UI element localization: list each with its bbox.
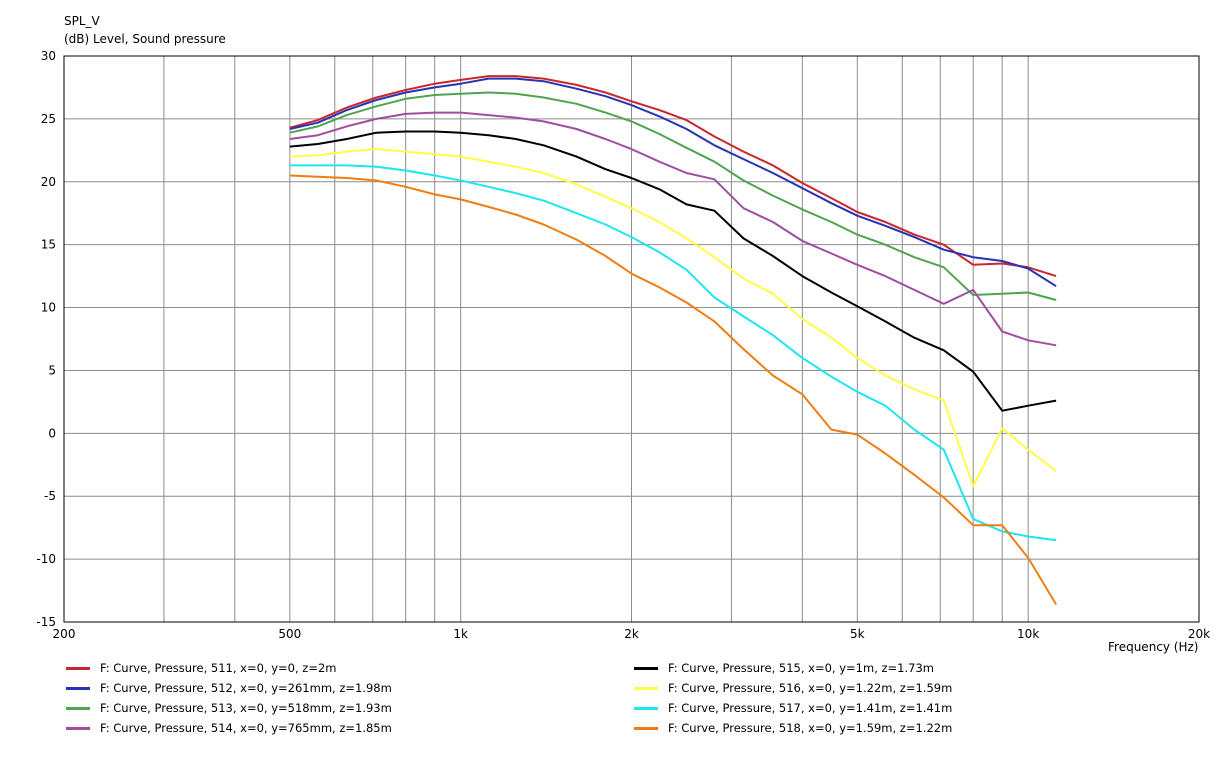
legend-item: F: Curve, Pressure, 513, x=0, y=518mm, z…: [66, 698, 392, 718]
x-axis-label: Frequency (Hz): [1108, 640, 1199, 654]
legend-item: F: Curve, Pressure, 517, x=0, y=1.41m, z…: [634, 698, 952, 718]
series-line-6: [289, 148, 1057, 488]
legend-item: F: Curve, Pressure, 515, x=0, y=1m, z=1.…: [634, 658, 952, 678]
legend-swatch: [66, 726, 90, 730]
legend-label: F: Curve, Pressure, 517, x=0, y=1.41m, z…: [668, 701, 953, 715]
legend-item: F: Curve, Pressure, 514, x=0, y=765mm, z…: [66, 718, 392, 738]
series-line-5: [289, 130, 1057, 412]
legend-item: F: Curve, Pressure, 516, x=0, y=1.22m, z…: [634, 678, 952, 698]
y-tick-label: 25: [41, 112, 56, 126]
legend-swatch: [66, 666, 90, 670]
legend-item: F: Curve, Pressure, 518, x=0, y=1.59m, z…: [634, 718, 952, 738]
x-tick-label: 20k: [1188, 627, 1210, 641]
series-line-1: [289, 75, 1057, 278]
y-tick-labels: 30 25 20 15 10 5 0 -5 -10 -15: [36, 49, 56, 629]
legend-label: F: Curve, Pressure, 516, x=0, y=1.22m, z…: [668, 681, 953, 695]
chart-title: SPL_V: [64, 14, 100, 28]
x-tick-label: 1k: [453, 627, 468, 641]
x-tick-label: 2k: [624, 627, 639, 641]
y-axis-label: (dB) Level, Sound pressure: [64, 32, 226, 46]
legend-label: F: Curve, Pressure, 513, x=0, y=518mm, z…: [100, 701, 392, 715]
y-tick-label: 15: [41, 238, 56, 252]
legend-item: F: Curve, Pressure, 512, x=0, y=261mm, z…: [66, 678, 392, 698]
x-tick-label: 5k: [850, 627, 865, 641]
y-tick-label: -15: [36, 615, 56, 629]
y-tick-label: -5: [44, 489, 56, 503]
legend-item: F: Curve, Pressure, 511, x=0, y=0, z=2m: [66, 658, 392, 678]
legend-swatch: [634, 726, 658, 730]
series-line-3: [289, 91, 1057, 301]
x-tick-label: 200: [53, 627, 76, 641]
y-tick-label: 10: [41, 301, 56, 315]
y-tick-label: 5: [48, 363, 56, 377]
legend-swatch: [634, 666, 658, 670]
x-tick-labels: 200 500 1k 2k 5k 10k 20k: [53, 627, 1211, 641]
series-line-7: [289, 164, 1057, 542]
series-line-4: [289, 111, 1057, 347]
y-tick-label: 30: [41, 49, 56, 63]
y-tick-label: 0: [48, 426, 56, 440]
legend-label: F: Curve, Pressure, 511, x=0, y=0, z=2m: [100, 661, 337, 675]
y-tick-label: 20: [41, 175, 56, 189]
legend-swatch: [66, 706, 90, 710]
legend-label: F: Curve, Pressure, 512, x=0, y=261mm, z…: [100, 681, 392, 695]
legend-label: F: Curve, Pressure, 518, x=0, y=1.59m, z…: [668, 721, 953, 735]
series-line-8: [289, 174, 1057, 605]
y-tick-label: -10: [36, 552, 56, 566]
legend-label: F: Curve, Pressure, 515, x=0, y=1m, z=1.…: [668, 661, 934, 675]
legend-right-column: F: Curve, Pressure, 515, x=0, y=1m, z=1.…: [634, 658, 952, 738]
plot-area-frame: [63, 55, 1200, 623]
legend-swatch: [634, 706, 658, 710]
series-lines: [289, 75, 1057, 605]
series-line-2: [289, 77, 1057, 288]
x-tick-label: 10k: [1017, 627, 1039, 641]
x-tick-label: 500: [278, 627, 301, 641]
legend-label: F: Curve, Pressure, 514, x=0, y=765mm, z…: [100, 721, 392, 735]
legend-left-column: F: Curve, Pressure, 511, x=0, y=0, z=2m F…: [66, 658, 392, 738]
legend-swatch: [634, 686, 658, 690]
legend-swatch: [66, 686, 90, 690]
